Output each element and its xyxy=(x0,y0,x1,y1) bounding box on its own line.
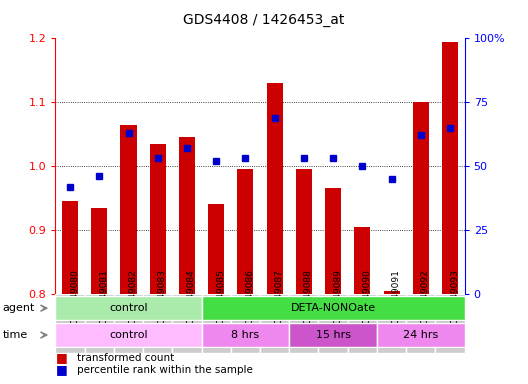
Bar xyxy=(296,169,312,294)
Bar xyxy=(413,102,429,294)
Text: GSM549090: GSM549090 xyxy=(362,269,371,324)
Text: GSM549083: GSM549083 xyxy=(158,269,167,324)
Bar xyxy=(354,227,370,294)
Bar xyxy=(325,189,341,294)
Bar xyxy=(231,294,260,353)
Text: GSM549085: GSM549085 xyxy=(216,269,225,324)
Bar xyxy=(348,294,377,353)
Bar xyxy=(84,294,114,353)
Bar xyxy=(202,323,289,347)
Bar xyxy=(55,296,202,320)
Bar xyxy=(442,41,458,294)
Bar xyxy=(143,294,172,353)
Bar xyxy=(150,144,166,294)
Text: GSM549087: GSM549087 xyxy=(275,269,284,324)
Bar xyxy=(436,294,465,353)
Text: ■: ■ xyxy=(55,363,67,376)
Text: control: control xyxy=(109,303,148,313)
Text: GSM549086: GSM549086 xyxy=(246,269,254,324)
Text: percentile rank within the sample: percentile rank within the sample xyxy=(77,364,252,375)
Bar xyxy=(318,294,348,353)
Text: 8 hrs: 8 hrs xyxy=(231,330,259,340)
Text: 15 hrs: 15 hrs xyxy=(316,330,351,340)
Bar xyxy=(62,201,78,294)
Bar xyxy=(406,294,436,353)
Bar xyxy=(91,208,107,294)
Bar xyxy=(383,291,400,294)
Bar xyxy=(120,124,137,294)
Text: GSM549093: GSM549093 xyxy=(450,269,459,324)
Bar xyxy=(260,294,289,353)
Bar xyxy=(377,323,465,347)
Text: GSM549088: GSM549088 xyxy=(304,269,313,324)
Bar xyxy=(289,294,318,353)
Text: agent: agent xyxy=(3,303,35,313)
Text: GSM549089: GSM549089 xyxy=(333,269,342,324)
Bar xyxy=(208,204,224,294)
Text: transformed count: transformed count xyxy=(77,353,174,362)
Text: GSM549080: GSM549080 xyxy=(70,269,79,324)
Bar xyxy=(202,296,465,320)
Text: GSM549081: GSM549081 xyxy=(99,269,108,324)
Bar xyxy=(172,294,202,353)
Text: GDS4408 / 1426453_at: GDS4408 / 1426453_at xyxy=(183,13,345,27)
Text: GSM549091: GSM549091 xyxy=(392,269,401,324)
Bar xyxy=(114,294,143,353)
Bar xyxy=(289,323,377,347)
Bar xyxy=(179,137,195,294)
Bar xyxy=(377,294,406,353)
Text: time: time xyxy=(3,330,28,340)
Bar xyxy=(267,83,282,294)
Text: ■: ■ xyxy=(55,351,67,364)
Bar xyxy=(238,169,253,294)
Bar xyxy=(55,323,202,347)
Text: GSM549082: GSM549082 xyxy=(128,269,137,324)
Text: control: control xyxy=(109,330,148,340)
Bar xyxy=(202,294,231,353)
Text: DETA-NONOate: DETA-NONOate xyxy=(290,303,376,313)
Bar xyxy=(55,294,84,353)
Text: GSM549084: GSM549084 xyxy=(187,269,196,324)
Text: 24 hrs: 24 hrs xyxy=(403,330,438,340)
Text: GSM549092: GSM549092 xyxy=(421,269,430,324)
